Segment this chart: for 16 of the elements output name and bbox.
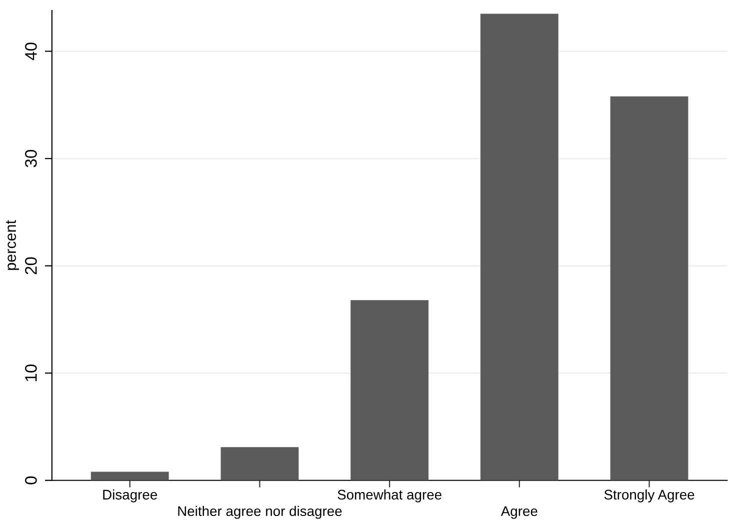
y-axis-title: percent xyxy=(6,220,20,270)
x-tick-label: Agree xyxy=(500,506,538,519)
bar xyxy=(610,96,688,480)
x-tick-label: Somewhat agree xyxy=(338,489,442,502)
bar xyxy=(90,472,169,480)
y-tick-label: 0 xyxy=(25,476,37,484)
x-tick-label: Strongly Agree xyxy=(604,489,694,502)
y-tick-label: 20 xyxy=(25,257,37,274)
bar xyxy=(480,14,558,480)
x-tick-label: Neither agree nor disagree xyxy=(178,506,342,519)
bar xyxy=(220,447,299,480)
x-tick-label: Disagree xyxy=(103,489,158,502)
y-tick-label: 10 xyxy=(25,364,37,382)
y-tick-label: 40 xyxy=(25,42,37,60)
y-tick-label: 30 xyxy=(25,150,37,168)
bar xyxy=(350,300,429,480)
